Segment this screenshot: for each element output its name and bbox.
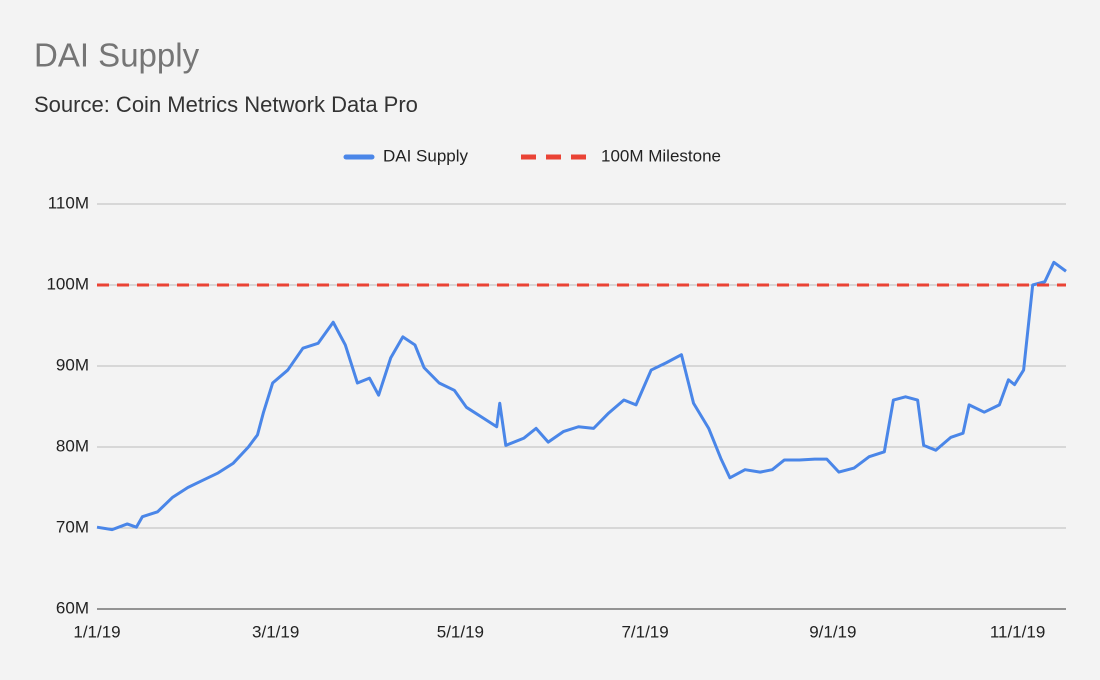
- y-tick-label: 110M: [48, 193, 89, 212]
- x-tick-label: 9/1/19: [809, 622, 856, 641]
- legend-label: DAI Supply: [383, 146, 469, 165]
- y-tick-label: 100M: [46, 274, 89, 293]
- y-tick-label: 70M: [56, 517, 89, 536]
- legend-label: 100M Milestone: [601, 146, 721, 165]
- x-tick-label: 7/1/19: [621, 622, 668, 641]
- x-tick-label: 3/1/19: [252, 622, 299, 641]
- data-line: [96, 260, 1067, 532]
- x-tick-label: 1/1/19: [73, 622, 120, 641]
- chart-subtitle: Source: Coin Metrics Network Data Pro: [34, 92, 418, 117]
- y-tick-label: 80M: [56, 436, 89, 455]
- x-tick-label: 11/1/19: [990, 622, 1045, 641]
- x-tick-label: 5/1/19: [437, 622, 484, 641]
- y-tick-label: 90M: [56, 355, 89, 374]
- chart-title: DAI Supply: [34, 37, 200, 74]
- y-tick-label: 60M: [56, 598, 89, 617]
